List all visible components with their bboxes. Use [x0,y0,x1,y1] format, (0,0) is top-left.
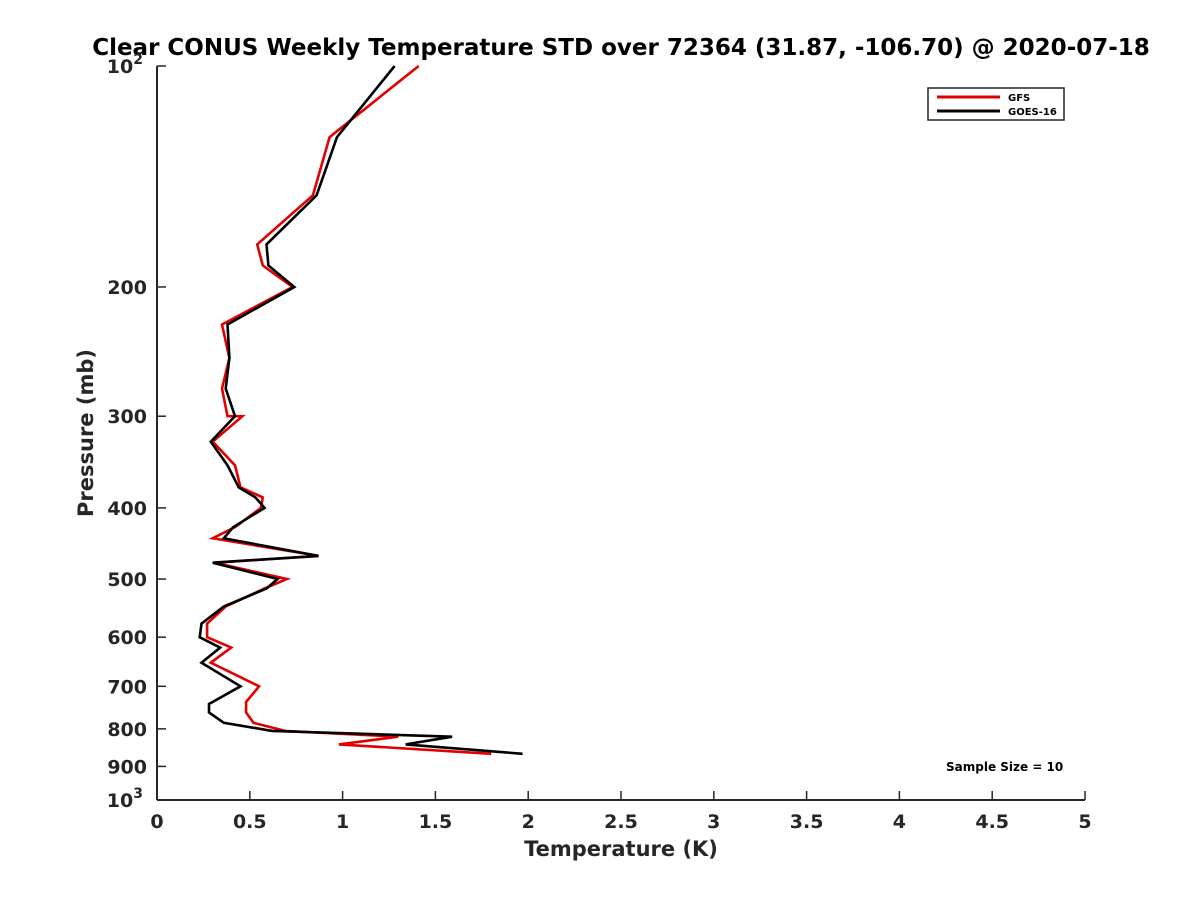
y-tick-label: 400 [107,498,147,520]
y-tick-label: 500 [107,569,147,591]
legend-box [927,87,1065,121]
sample-size-annotation: Sample Size = 10 [946,760,1063,774]
series-layer [198,64,523,756]
x-tick-label: 1.5 [419,811,453,833]
y-tick-label: 800 [107,719,147,741]
y-tick-label: 600 [107,627,147,649]
x-axis-title: Temperature (K) [524,837,718,861]
legend-label-goes16: GOES-16 [1008,107,1057,118]
y-tick-exponent: 3 [133,786,143,802]
x-tick-label: 3.5 [790,811,824,833]
x-tick-label: 2 [522,811,535,833]
y-tick-label: 103 [107,786,143,812]
y-tick-label: 102 [107,52,143,78]
y-tick-base: 10 [107,56,133,78]
y-tick-exponent: 2 [133,52,143,68]
x-tick-label: 5 [1078,811,1091,833]
series-line-goes-16 [198,65,523,756]
chart-title: Clear CONUS Weekly Temperature STD over … [92,35,1150,61]
y-tick-label: 300 [107,406,147,428]
x-tick-label: 4 [893,811,906,833]
y-tick-label: 900 [107,756,147,778]
x-axis-ticks: 0 0.5 1 1.5 2 2.5 3 3.5 4 4.5 5 [150,791,1092,833]
x-tick-label: 2.5 [604,811,638,833]
legend: GFS GOES-16 [927,87,1065,121]
x-tick-label: 1 [336,811,349,833]
y-tick-label: 700 [107,676,147,698]
series-line-gfs [205,64,492,756]
x-tick-label: 3 [707,811,720,833]
plot-area: 0 0.5 1 1.5 2 2.5 3 3.5 4 4.5 5 102200300400500600… [107,52,1092,833]
x-tick-label: 0 [150,811,163,833]
x-tick-label: 0.5 [233,811,267,833]
y-axis-title: Pressure (mb) [74,349,98,517]
x-tick-label: 4.5 [975,811,1009,833]
y-tick-label: 200 [107,277,147,299]
y-tick-base: 10 [107,790,133,812]
legend-label-gfs: GFS [1008,93,1030,104]
